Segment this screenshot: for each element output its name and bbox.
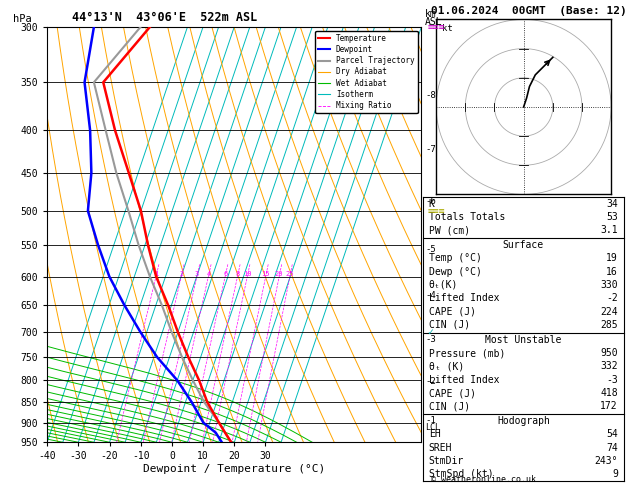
Text: K: K <box>429 198 435 208</box>
Text: StmDir: StmDir <box>429 456 464 466</box>
Text: Totals Totals: Totals Totals <box>429 212 505 222</box>
Text: 01.06.2024  00GMT  (Base: 12): 01.06.2024 00GMT (Base: 12) <box>431 5 626 16</box>
Text: 418: 418 <box>600 388 618 398</box>
Text: 332: 332 <box>600 362 618 371</box>
Text: -3: -3 <box>426 335 437 344</box>
Text: Hodograph: Hodograph <box>497 416 550 426</box>
Text: SREH: SREH <box>429 443 452 453</box>
Text: 3.1: 3.1 <box>600 225 618 235</box>
Text: 44°13'N  43°06'E  522m ASL: 44°13'N 43°06'E 522m ASL <box>72 11 258 24</box>
Text: km: km <box>425 9 437 19</box>
Text: 20: 20 <box>275 271 284 277</box>
Text: CAPE (J): CAPE (J) <box>429 388 476 398</box>
Text: CIN (J): CIN (J) <box>429 401 470 411</box>
Text: -1: -1 <box>426 417 437 425</box>
Text: CAPE (J): CAPE (J) <box>429 307 476 316</box>
Legend: Temperature, Dewpoint, Parcel Trajectory, Dry Adiabat, Wet Adiabat, Isotherm, Mi: Temperature, Dewpoint, Parcel Trajectory… <box>315 31 418 113</box>
Text: EH: EH <box>429 430 440 439</box>
Text: 54: 54 <box>606 430 618 439</box>
Text: -8: -8 <box>426 91 437 100</box>
Text: 10: 10 <box>243 271 252 277</box>
Text: -6: -6 <box>426 197 437 206</box>
Text: 330: 330 <box>600 280 618 290</box>
Text: 6: 6 <box>223 271 227 277</box>
Text: 16: 16 <box>606 267 618 277</box>
Text: 25: 25 <box>286 271 294 277</box>
Text: Dewp (°C): Dewp (°C) <box>429 267 482 277</box>
Text: hPa: hPa <box>13 14 31 24</box>
Text: 9: 9 <box>612 469 618 480</box>
Text: Surface: Surface <box>503 240 544 250</box>
Text: 950: 950 <box>600 348 618 358</box>
Text: 224: 224 <box>600 307 618 316</box>
Text: 34: 34 <box>606 198 618 208</box>
Text: θₜ(K): θₜ(K) <box>429 280 458 290</box>
Text: 172: 172 <box>600 401 618 411</box>
Text: ≡≡≡: ≡≡≡ <box>428 22 445 32</box>
Text: -5: -5 <box>426 245 437 254</box>
Text: 285: 285 <box>600 320 618 330</box>
Text: Lifted Index: Lifted Index <box>429 293 499 303</box>
Text: Pressure (mb): Pressure (mb) <box>429 348 505 358</box>
Text: -2: -2 <box>606 293 618 303</box>
Text: 3: 3 <box>195 271 199 277</box>
Text: CIN (J): CIN (J) <box>429 320 470 330</box>
Text: ≡≡≡: ≡≡≡ <box>428 206 445 216</box>
Text: 19: 19 <box>606 253 618 263</box>
Text: kt: kt <box>442 24 453 33</box>
Text: 74: 74 <box>606 443 618 453</box>
Text: ✓: ✓ <box>428 327 433 337</box>
Text: Lifted Index: Lifted Index <box>429 375 499 385</box>
Text: PW (cm): PW (cm) <box>429 225 470 235</box>
Text: -4: -4 <box>426 292 437 300</box>
Text: -7: -7 <box>426 145 437 154</box>
Text: 2: 2 <box>179 271 184 277</box>
Text: Temp (°C): Temp (°C) <box>429 253 482 263</box>
Text: 1: 1 <box>154 271 158 277</box>
Text: -2: -2 <box>426 377 437 386</box>
Text: 15: 15 <box>262 271 270 277</box>
Text: 243°: 243° <box>594 456 618 466</box>
Text: StmSpd (kt): StmSpd (kt) <box>429 469 493 480</box>
Text: θₜ (K): θₜ (K) <box>429 362 464 371</box>
Text: -3: -3 <box>606 375 618 385</box>
Text: 8: 8 <box>235 271 240 277</box>
Text: LCL: LCL <box>426 423 440 432</box>
Text: Most Unstable: Most Unstable <box>485 335 562 345</box>
Text: © weatheronline.co.uk: © weatheronline.co.uk <box>431 474 536 484</box>
X-axis label: Dewpoint / Temperature (°C): Dewpoint / Temperature (°C) <box>143 464 325 474</box>
Text: ASL: ASL <box>425 17 442 27</box>
Text: 53: 53 <box>606 212 618 222</box>
Text: 4: 4 <box>206 271 211 277</box>
